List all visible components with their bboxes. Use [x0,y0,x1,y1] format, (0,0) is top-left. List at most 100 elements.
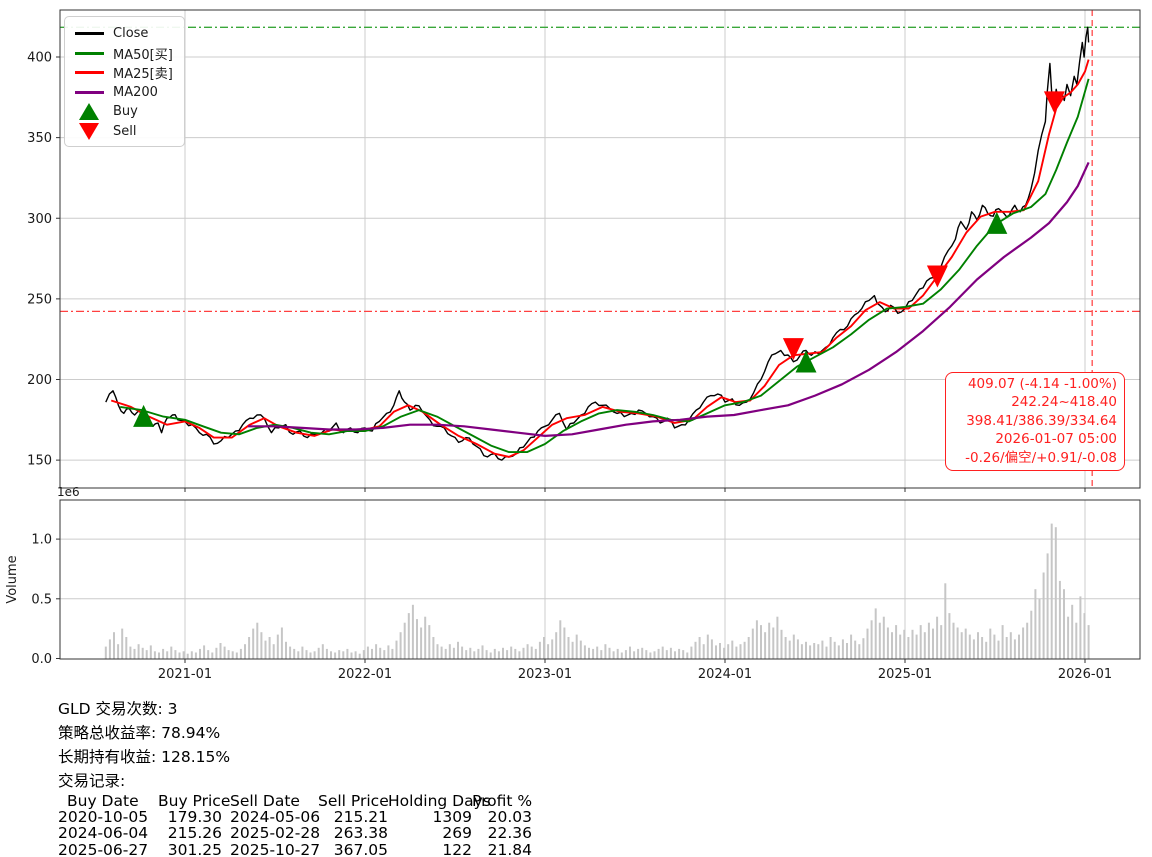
y-tick-label: 300 [27,212,52,227]
x-tick-label: 2025-01 [878,667,932,682]
volume-bar [108,639,111,659]
volume-bar [485,650,488,659]
volume-bar [534,648,537,659]
legend-label: MA50[买] [113,47,173,63]
volume-bar [555,632,558,659]
volume-bar [575,634,578,659]
volume-bar [137,644,140,659]
volume-bar [325,648,328,659]
volume-bar [784,637,787,659]
series-close-line [105,26,1090,461]
volume-axis-label: Volume [5,555,20,603]
trades-header-cell: Buy Date [67,792,139,810]
trade-cell: 22.36 [487,824,532,843]
volume-bar [641,647,644,659]
volume-bar [276,634,279,659]
volume-bar [293,648,296,659]
volume-bar [346,648,349,659]
summary-trade-count: GLD 交易次数: 3 [58,700,178,718]
volume-bar [841,639,844,659]
trades-header-cell: Sell Price [318,792,389,810]
volume-bar [448,644,451,659]
volume-bar [993,634,996,659]
legend-item-sell: Sell [74,122,178,142]
volume-bar [850,634,853,659]
line-swatch-icon [74,71,104,75]
volume-bar [129,646,132,659]
trade-cell: 269 [442,824,472,843]
volume-bar [1071,604,1074,659]
volume-bar [162,648,165,659]
volume-bar [313,651,316,659]
trade-cell: 367.05 [333,840,388,857]
volume-bar [645,650,648,659]
volume-bar [481,645,484,659]
volume-bar [903,629,906,659]
volume-bar [469,647,472,659]
volume-bar [211,652,214,659]
volume-bar [608,647,611,659]
x-tick-label: 2022-01 [338,667,392,682]
trade-cell: 301.25 [167,840,222,857]
volume-bar [780,629,783,659]
volume-bar [563,627,566,659]
volume-bar [121,628,124,659]
summary: GLD 交易次数: 3 策略总收益率: 78.94% 长期持有收益: 128.1… [58,697,230,793]
volume-bar [911,629,914,659]
legend-label: Close [113,26,149,42]
volume-bar [862,638,865,659]
volume-bar [260,632,263,659]
volume-bar [551,639,554,659]
volume-scale-label: 1e6 [57,485,80,499]
volume-bar [760,625,762,659]
y-tick-label: 200 [27,373,52,388]
series-ma25-line [110,59,1090,458]
volume-bar [665,650,668,659]
volume-bar [796,639,799,659]
legend: Close MA50[买] MA25[卖] MA200 Buy Sell [64,16,185,147]
volume-bar [755,620,758,659]
volume-tick-label: 0.5 [31,592,52,607]
y-tick-label: 400 [27,51,52,66]
trade-cell: 2024-05-06 [230,808,321,827]
volume-bar [1001,625,1004,659]
y-tick-label: 250 [27,292,52,307]
volume-bar [305,650,308,659]
annotation-line-range: 242.24~418.40 [1011,394,1117,411]
volume-bar [489,652,492,659]
volume-bar [1075,622,1078,659]
volume-bar [473,651,476,659]
volume-bar [231,651,234,659]
volume-bar [1083,613,1086,659]
volume-bar [203,645,206,659]
volume-bar [895,625,898,659]
volume-bar [407,613,410,659]
volume-bar [731,640,734,659]
volume-bar [592,648,595,659]
volume-bar [145,650,148,659]
volume-bar [809,645,812,659]
line-swatch-icon [74,32,104,36]
volume-bar [411,604,414,659]
volume-bar [1054,527,1057,659]
trades-header-row: Buy Date Buy Price Sell Date Sell Price Hold… [58,793,532,809]
volume-bar [788,640,791,659]
volume-bar [153,651,156,659]
volume-bar [244,644,246,659]
volume-bar [690,646,693,659]
y-tick-label: 350 [27,131,52,146]
trade-cell: 1309 [432,808,472,827]
sell-marker [1043,91,1065,114]
summary-holding-return: 长期持有收益: 128.15% [58,748,231,766]
volume-bar [239,648,242,659]
volume-bar [972,639,975,659]
volume-bar [981,637,984,659]
volume-bar [317,647,320,659]
legend-line-swatch [74,90,104,94]
volume-bar [583,645,586,659]
volume-bar [1038,598,1041,659]
volume-bar [465,650,468,659]
legend-line-swatch [74,51,104,55]
trade-cell: 2024-06-04 [58,824,149,843]
volume-bar [371,648,373,659]
